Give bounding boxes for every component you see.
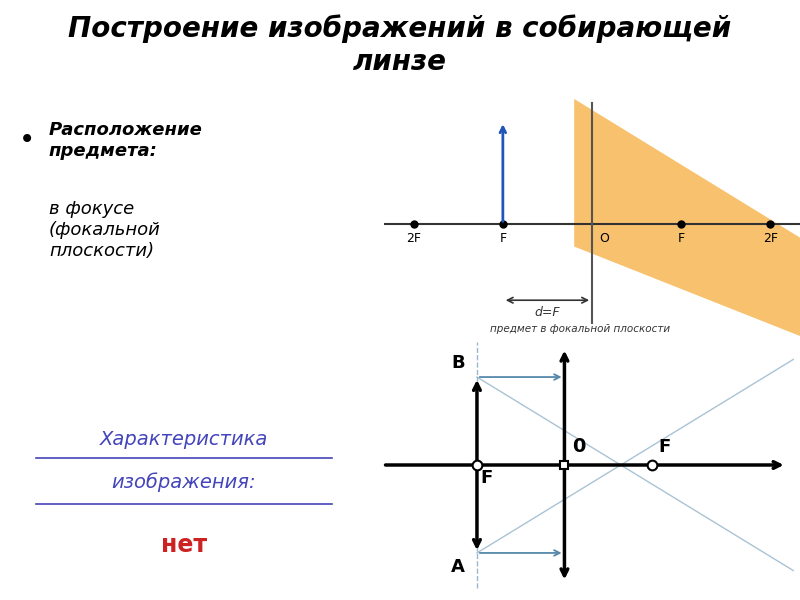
- Text: •: •: [19, 126, 35, 154]
- Text: в фокусе
(фокальной
плоскости): в фокусе (фокальной плоскости): [49, 200, 161, 260]
- Text: d=F: d=F: [534, 306, 560, 319]
- Text: F: F: [499, 232, 506, 245]
- Text: 2F: 2F: [762, 232, 778, 245]
- Text: предмет в фокальной плоскости: предмет в фокальной плоскости: [490, 324, 670, 334]
- Text: B: B: [451, 355, 465, 373]
- Polygon shape: [574, 99, 800, 336]
- Text: F: F: [658, 438, 671, 456]
- Text: O: O: [599, 232, 609, 245]
- Text: 2F: 2F: [406, 232, 422, 245]
- Text: F: F: [480, 469, 493, 487]
- Text: изображения:: изображения:: [112, 473, 256, 492]
- Text: Построение изображений в собирающей
линзе: Построение изображений в собирающей линз…: [68, 14, 732, 76]
- Text: Расположение
предмета:: Расположение предмета:: [49, 121, 202, 160]
- Text: A: A: [451, 557, 465, 575]
- Text: F: F: [678, 232, 685, 245]
- Text: нет: нет: [161, 533, 207, 557]
- Text: 0: 0: [573, 437, 586, 456]
- Text: Характеристика: Характеристика: [100, 430, 268, 449]
